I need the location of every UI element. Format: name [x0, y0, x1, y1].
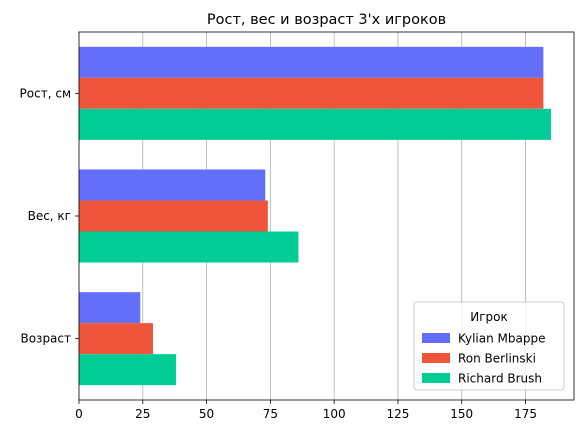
bar — [79, 354, 176, 385]
bar — [79, 201, 268, 232]
bar — [79, 170, 265, 201]
y-tick-label: Рост, см — [20, 86, 71, 100]
x-tick-label: 125 — [386, 407, 409, 421]
legend-entry: Richard Brush — [458, 372, 542, 386]
legend-entry: Ron Berlinski — [458, 352, 536, 366]
bar — [79, 78, 543, 109]
x-tick-label: 25 — [135, 407, 150, 421]
bar — [79, 323, 153, 354]
legend: Игрок Kylian Mbappe Ron Berlinski Richard B… — [414, 302, 564, 390]
x-tick-label: 0 — [75, 407, 83, 421]
bar — [79, 47, 543, 78]
legend-entry: Kylian Mbappe — [458, 332, 545, 346]
y-tick-label: Вес, кг — [28, 209, 71, 223]
bar — [79, 232, 298, 263]
y-tick-label: Возраст — [20, 332, 71, 346]
bar — [79, 292, 140, 323]
x-tick-label: 150 — [450, 407, 473, 421]
chart-title: Рост, вес и возраст 3'х игроков — [207, 12, 446, 28]
x-tick-label: 50 — [199, 407, 214, 421]
legend-title: Игрок — [470, 310, 508, 324]
x-tick-label: 100 — [323, 407, 346, 421]
legend-swatch — [422, 353, 450, 363]
bar — [79, 109, 551, 140]
x-tick-label: 175 — [514, 407, 537, 421]
x-tick-label: 75 — [263, 407, 278, 421]
legend-swatch — [422, 333, 450, 343]
legend-swatch — [422, 373, 450, 383]
